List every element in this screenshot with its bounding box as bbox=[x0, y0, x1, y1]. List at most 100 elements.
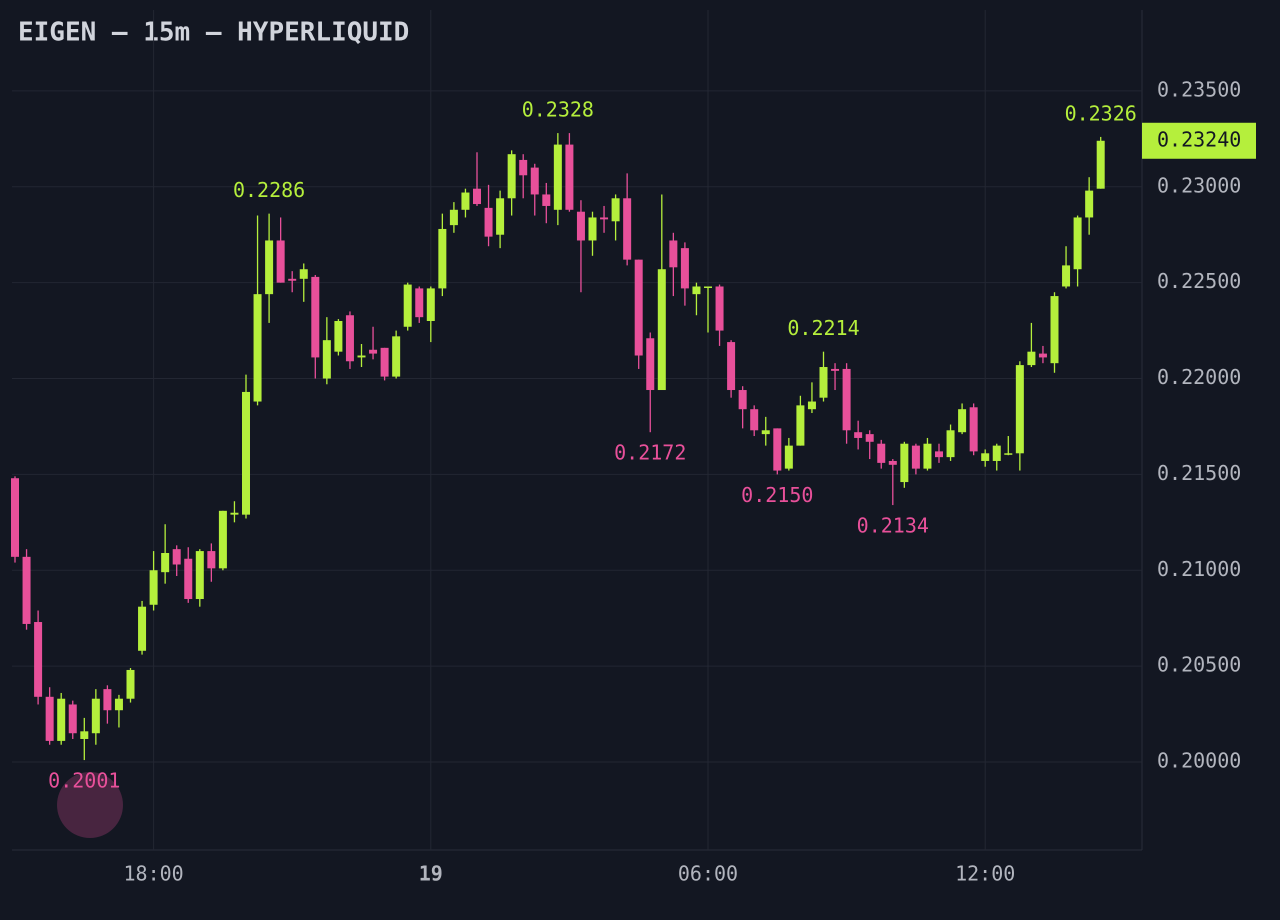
candle-body bbox=[992, 445, 1001, 461]
x-tick-label: 06:00 bbox=[678, 862, 738, 886]
candle-body bbox=[1085, 190, 1094, 218]
candle-body bbox=[750, 409, 759, 431]
candle-body bbox=[172, 549, 181, 565]
candle-body bbox=[1015, 365, 1024, 454]
last-price-label: 0.23240 bbox=[1157, 127, 1241, 151]
candle-body bbox=[923, 443, 932, 469]
candle-body bbox=[369, 349, 378, 354]
candle-body bbox=[126, 669, 135, 699]
candle-body bbox=[1038, 353, 1047, 358]
candle-body bbox=[1004, 453, 1013, 455]
y-tick-label: 0.20000 bbox=[1157, 748, 1241, 772]
candle-body bbox=[958, 409, 967, 433]
y-tick-label: 0.20500 bbox=[1157, 653, 1241, 677]
low-label: 0.2150 bbox=[741, 483, 813, 507]
candle-body bbox=[634, 259, 643, 356]
candle-body bbox=[195, 551, 204, 600]
y-tick-label: 0.22500 bbox=[1157, 269, 1241, 293]
candle-body bbox=[334, 320, 343, 352]
candle-body bbox=[449, 209, 458, 226]
candle-body bbox=[646, 338, 655, 391]
candle-body bbox=[657, 269, 666, 391]
candle-body bbox=[507, 154, 516, 199]
candle-body bbox=[80, 731, 89, 739]
high-label: 0.2286 bbox=[233, 178, 305, 202]
candle-body bbox=[57, 698, 66, 741]
candle-body bbox=[969, 407, 978, 452]
low-label: 0.2001 bbox=[48, 769, 120, 793]
low-label: 0.2134 bbox=[857, 514, 929, 538]
candle-body bbox=[704, 286, 712, 288]
watermark bbox=[57, 772, 123, 838]
candle-body bbox=[138, 606, 147, 651]
candle-body bbox=[669, 240, 678, 268]
candle-body bbox=[22, 556, 31, 624]
candle-body bbox=[738, 390, 747, 410]
candle-body bbox=[1073, 217, 1082, 270]
candle-body bbox=[530, 167, 539, 195]
candle-body bbox=[761, 430, 770, 435]
candle-body bbox=[807, 401, 816, 410]
candle-body bbox=[484, 207, 493, 237]
candle-body bbox=[519, 159, 528, 176]
candle-body bbox=[392, 336, 401, 377]
candle-body bbox=[461, 192, 470, 210]
candle-body bbox=[819, 367, 828, 398]
candle-body bbox=[34, 622, 43, 697]
candle-body bbox=[784, 445, 793, 469]
candle-body bbox=[45, 696, 54, 741]
candle-body bbox=[68, 704, 77, 734]
candle-body bbox=[103, 689, 112, 711]
candle-body bbox=[426, 288, 435, 321]
candle-body bbox=[230, 512, 239, 515]
candle-body bbox=[692, 286, 701, 295]
candle-body bbox=[403, 284, 412, 327]
candle-body bbox=[935, 451, 943, 458]
candle-body bbox=[207, 551, 216, 569]
y-tick-label: 0.23500 bbox=[1157, 77, 1241, 101]
candle-body bbox=[11, 478, 19, 557]
candle-body bbox=[1050, 296, 1059, 364]
candle-body bbox=[311, 276, 320, 358]
candle-body bbox=[553, 144, 562, 210]
candle-body bbox=[946, 430, 955, 458]
y-tick-label: 0.23000 bbox=[1157, 173, 1241, 197]
candle-body bbox=[149, 570, 158, 605]
last-price-tag bbox=[1142, 122, 1256, 159]
candle-body bbox=[680, 248, 689, 289]
candle-body bbox=[831, 368, 840, 371]
candle-body bbox=[888, 460, 897, 465]
candle-body bbox=[588, 217, 597, 241]
high-label: 0.2326 bbox=[1065, 101, 1137, 125]
candle-body bbox=[161, 552, 170, 573]
candle-body bbox=[242, 391, 250, 515]
candle-body bbox=[1027, 351, 1036, 366]
x-tick-label: 12:00 bbox=[955, 862, 1015, 886]
high-label: 0.2214 bbox=[787, 316, 859, 340]
y-tick-label: 0.21000 bbox=[1157, 557, 1241, 581]
candle-body bbox=[773, 428, 782, 471]
candle-body bbox=[288, 278, 297, 281]
y-tick-label: 0.22000 bbox=[1157, 365, 1241, 389]
candle-body bbox=[276, 240, 285, 283]
candle-body bbox=[865, 434, 874, 442]
candle-body bbox=[357, 355, 366, 358]
candle-body bbox=[565, 144, 574, 210]
candle-body bbox=[91, 698, 100, 734]
x-tick-label: 18:00 bbox=[123, 862, 183, 886]
candle-body bbox=[438, 228, 447, 289]
candle-body bbox=[727, 342, 736, 391]
candle-body bbox=[415, 288, 424, 318]
candle-body bbox=[380, 347, 389, 377]
candle-body bbox=[981, 453, 990, 461]
candle-body bbox=[114, 698, 123, 711]
candle-body bbox=[542, 194, 551, 206]
y-tick-label: 0.21500 bbox=[1157, 461, 1241, 485]
candle-body bbox=[218, 510, 227, 569]
candle-body bbox=[322, 340, 331, 379]
candle-body bbox=[576, 211, 585, 241]
candle-body bbox=[611, 198, 620, 222]
watermark-shape bbox=[57, 772, 123, 838]
